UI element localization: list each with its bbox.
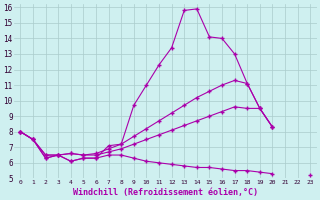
X-axis label: Windchill (Refroidissement éolien,°C): Windchill (Refroidissement éolien,°C) (73, 188, 258, 197)
